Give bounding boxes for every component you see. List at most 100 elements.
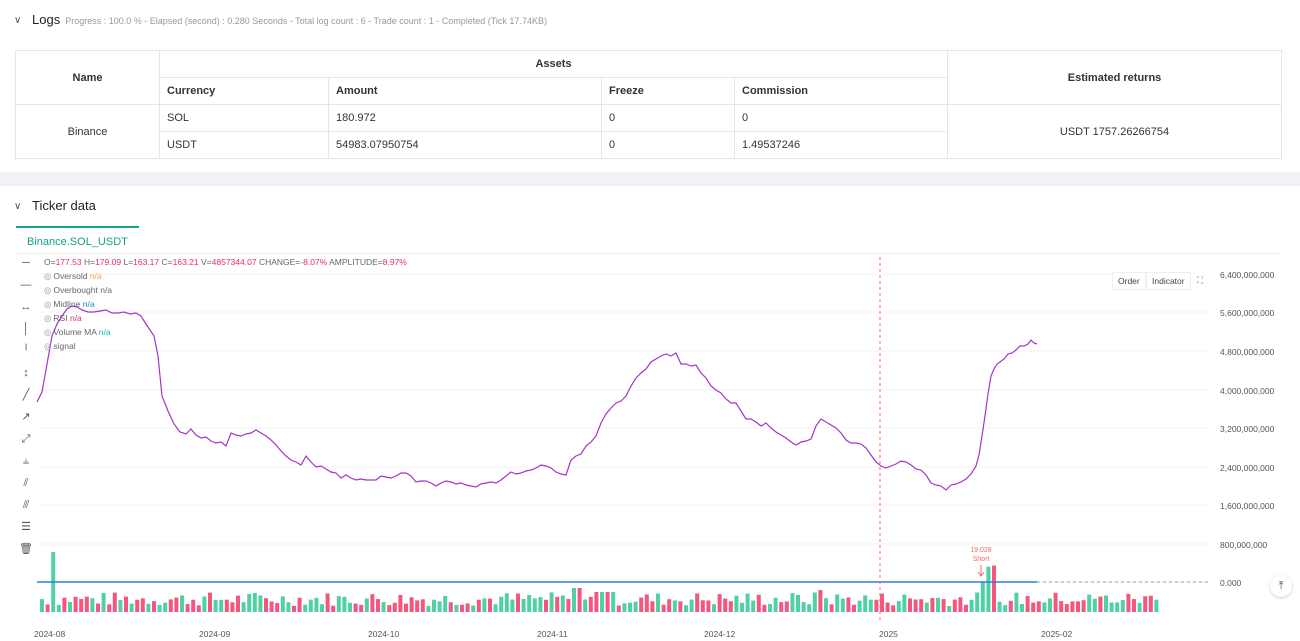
volume-bar bbox=[801, 602, 806, 612]
volume-bar bbox=[734, 595, 739, 612]
legend-midline[interactable]: ◎ Midline n/a bbox=[44, 299, 95, 310]
volume-bar bbox=[672, 600, 677, 612]
volume-bar bbox=[415, 600, 420, 612]
volume-bar bbox=[163, 602, 168, 612]
volume-bar bbox=[96, 603, 100, 612]
short-signal[interactable]: 19.028 Short bbox=[970, 547, 992, 577]
volume-bar bbox=[980, 581, 985, 612]
volume-bar bbox=[975, 592, 980, 612]
vertical-ray-icon[interactable]: ╵ bbox=[22, 345, 30, 357]
volume-bar bbox=[174, 597, 179, 612]
volume-bar bbox=[476, 599, 481, 612]
volume-bar bbox=[73, 596, 78, 612]
exchange-cell: Binance bbox=[15, 104, 160, 159]
header-currency: Currency bbox=[159, 77, 329, 105]
volume-bar bbox=[90, 598, 95, 612]
trend-line-icon[interactable]: ╱ bbox=[22, 389, 30, 401]
v-label: V= bbox=[201, 257, 212, 267]
eye-icon[interactable]: ◎ bbox=[44, 341, 52, 351]
legend-name: Volume MA bbox=[53, 327, 97, 337]
volume-bar bbox=[1053, 592, 1058, 612]
volume-bar bbox=[723, 598, 728, 612]
volume-bar bbox=[745, 593, 750, 612]
indicator-button[interactable]: Indicator bbox=[1146, 272, 1191, 290]
price-chart[interactable]: 19.028 Short bbox=[0, 256, 1300, 641]
volume-bar bbox=[1115, 602, 1120, 612]
volume-bar bbox=[779, 602, 784, 612]
legend-signal[interactable]: ◎ signal bbox=[44, 341, 76, 352]
legend-volume-ma[interactable]: ◎ Volume MA n/a bbox=[44, 327, 111, 338]
logs-header[interactable]: ∨ Logs Progress : 100.0 % - Elapsed (sec… bbox=[14, 12, 547, 27]
volume-bar bbox=[700, 600, 705, 612]
y-tick: 4,000,000,000 bbox=[1220, 386, 1275, 396]
legend-overbought[interactable]: ◎ Overbought n/a bbox=[44, 285, 112, 296]
ray-line-icon[interactable]: ↗ bbox=[21, 411, 31, 423]
volume-bar bbox=[628, 602, 632, 612]
volume-bar bbox=[678, 601, 683, 612]
volume-bar bbox=[1109, 602, 1114, 612]
horizontal-line-icon[interactable]: — bbox=[20, 279, 32, 291]
open-value: 177.53 bbox=[55, 257, 82, 267]
ticker-header[interactable]: ∨ Ticker data bbox=[14, 198, 96, 213]
fib-channel-icon[interactable]: ⫻ bbox=[22, 499, 30, 511]
trash-icon[interactable]: 🗑 bbox=[19, 543, 33, 555]
volume-bar bbox=[314, 597, 319, 612]
amount-cell: 54983.07950754 bbox=[328, 131, 602, 159]
volume-bar bbox=[504, 593, 509, 612]
vertical-line-icon[interactable]: │ bbox=[22, 323, 30, 335]
x-tick: 2024-10 bbox=[368, 629, 400, 639]
volume-bar bbox=[180, 595, 184, 612]
order-button[interactable]: Order bbox=[1112, 272, 1146, 290]
legend-name: signal bbox=[53, 341, 76, 351]
horizontal-ray-icon[interactable]: ─ bbox=[22, 257, 30, 269]
volume-bar bbox=[118, 600, 123, 612]
volume-bar bbox=[941, 599, 946, 612]
eye-icon[interactable]: ◎ bbox=[44, 299, 52, 309]
chevron-down-icon[interactable]: ∨ bbox=[14, 15, 22, 26]
fullscreen-icon[interactable]: ⛶ bbox=[1192, 272, 1208, 288]
legend-value: n/a bbox=[100, 285, 113, 295]
l-label: L= bbox=[123, 257, 134, 267]
volume-bar bbox=[499, 596, 504, 612]
volume-bar bbox=[902, 594, 907, 612]
volume-bar bbox=[717, 594, 722, 612]
header-commission: Commission bbox=[733, 77, 949, 105]
eye-icon[interactable]: ◎ bbox=[44, 271, 52, 281]
extended-line-icon[interactable]: ⤢ bbox=[21, 433, 31, 445]
volume-bar bbox=[370, 594, 375, 612]
volume-bar bbox=[784, 601, 789, 612]
amplitude-value: 8.97% bbox=[382, 257, 407, 267]
volume-bar bbox=[342, 596, 347, 612]
volume-bar bbox=[157, 604, 162, 612]
price-range-icon[interactable]: ⫨ bbox=[22, 455, 30, 467]
tab-divider bbox=[15, 253, 1280, 254]
volume-bar bbox=[325, 593, 330, 612]
volume-bar bbox=[1098, 596, 1103, 612]
legend-oversold[interactable]: ◎ Oversold n/a bbox=[44, 271, 102, 282]
parallel-channel-icon[interactable]: ⫽ bbox=[23, 477, 29, 489]
volume-value: 4857344.07 bbox=[211, 257, 257, 267]
fibonacci-icon[interactable]: ☰ bbox=[21, 521, 31, 533]
y-tick: 4,800,000,000 bbox=[1220, 347, 1275, 357]
chart-area[interactable]: 19.028 Short ─ — ↔ │ ╵ ↕ ╱ ↗ ⤢ ⫨ ⫽ ⫻ ☰ 🗑… bbox=[0, 256, 1300, 641]
eye-icon[interactable]: ◎ bbox=[44, 313, 52, 323]
horizontal-segment-icon[interactable]: ↔ bbox=[20, 301, 32, 313]
chevron-down-icon[interactable]: ∨ bbox=[14, 201, 22, 212]
legend-rsi[interactable]: ◎ RSI n/a bbox=[44, 313, 82, 324]
eye-icon[interactable]: ◎ bbox=[44, 327, 52, 337]
scroll-to-latest-icon[interactable]: ⤒ bbox=[1270, 575, 1292, 597]
legend-name: RSI bbox=[53, 313, 68, 323]
volume-bar bbox=[202, 596, 207, 612]
volume-line bbox=[36, 305, 1038, 491]
volume-bar bbox=[219, 599, 224, 612]
volume-bar bbox=[432, 599, 436, 612]
y-tick: 3,200,000,000 bbox=[1220, 424, 1275, 434]
tab-binance-sol-usdt[interactable]: Binance.SOL_USDT bbox=[16, 226, 139, 254]
eye-icon[interactable]: ◎ bbox=[44, 285, 52, 295]
vertical-segment-icon[interactable]: ↕ bbox=[23, 367, 29, 379]
h-label: H= bbox=[83, 257, 96, 267]
volume-bar bbox=[684, 605, 688, 612]
volume-bar bbox=[952, 599, 957, 612]
volume-bar bbox=[465, 603, 470, 612]
y-tick: 2,400,000,000 bbox=[1220, 463, 1275, 473]
